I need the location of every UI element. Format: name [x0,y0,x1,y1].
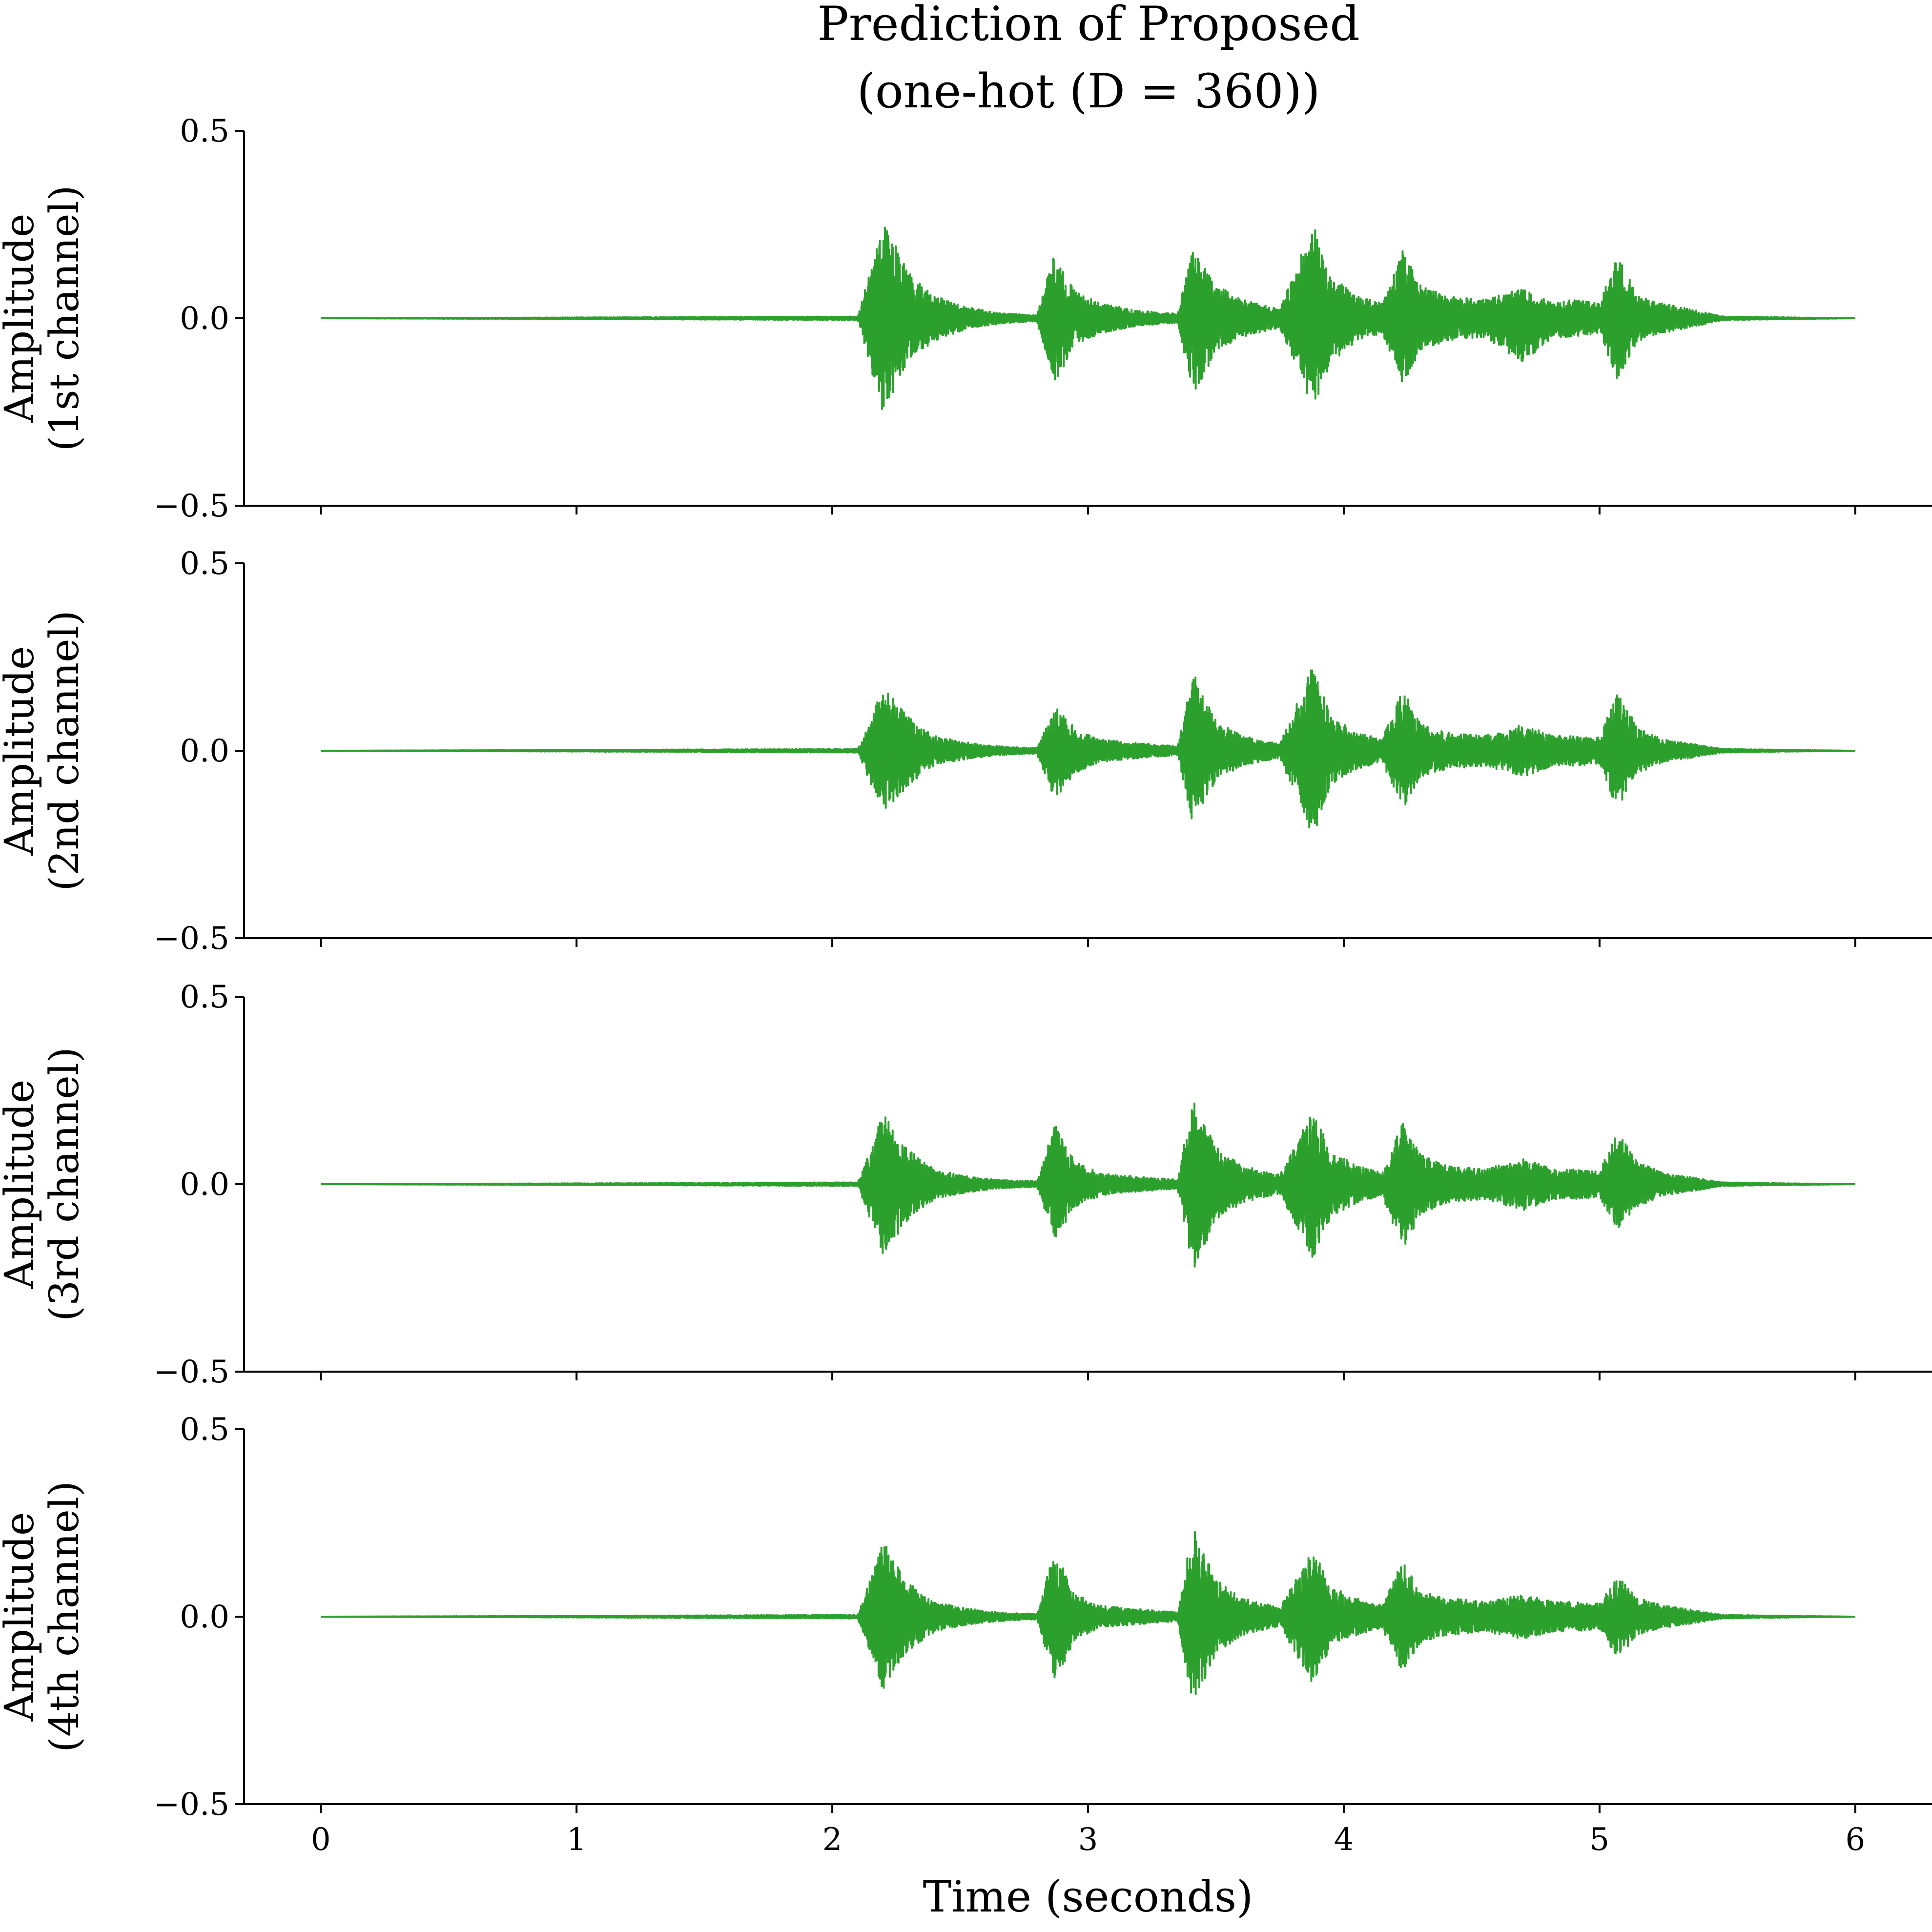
y-axis-label: Amplitude(4th channel) [0,1481,88,1752]
y-tick-label: −0.5 [154,921,229,957]
subplot-2: −0.5 0.0 0.5 Amplitude(2nd channel) [0,546,1932,957]
waveform-line [320,1531,1856,1695]
y-axis-label-line1: Amplitude [0,646,43,856]
y-axis-label-line2: (1st channel) [41,185,88,451]
y-tick-label: 0.5 [180,1412,229,1448]
x-tick-label: 3 [1078,1822,1098,1858]
x-axis-label: Time (seconds) [923,1871,1254,1922]
y-axis-label-line1: Amplitude [0,1512,43,1722]
x-tick-label: 2 [822,1822,843,1858]
y-axis-label-line2: (3rd channel) [41,1047,88,1321]
y-tick-label: 0.5 [180,113,229,149]
figure-title-line2: (one-hot (D = 360)) [857,64,1320,119]
y-tick-label: −0.5 [154,488,229,524]
figure-title-line1: Prediction of Proposed [817,0,1360,51]
y-axis-label-line1: Amplitude [0,1080,43,1290]
y-tick-label: 0.0 [180,1599,229,1635]
x-tick-label: 5 [1590,1822,1610,1858]
y-axis-label: Amplitude(1st channel) [0,185,88,451]
y-axis-label: Amplitude(3rd channel) [0,1047,88,1321]
subplot-1: −0.5 0.0 0.5 Amplitude(1st channel) [0,113,1932,524]
y-tick-label: 0.5 [180,979,229,1015]
x-tick-label: 1 [567,1822,587,1858]
y-axis-label: Amplitude(2nd channel) [0,610,88,891]
waveform-line [320,669,1856,829]
x-tick-label: 4 [1334,1822,1354,1858]
y-tick-label: 0.0 [180,733,229,769]
x-tick-label: 6 [1845,1822,1865,1858]
y-axis-label-line1: Amplitude [0,214,43,424]
y-tick-label: 0.0 [180,301,229,337]
y-tick-label: −0.5 [154,1354,229,1390]
subplot-4: −0.5 0.0 0.5 0 1 2 3 4 5 6 Amplitude(4th channel) T… [0,1412,1932,1922]
y-tick-label: 0.0 [180,1167,229,1203]
y-tick-label: −0.5 [154,1787,229,1823]
waveform-line [320,1102,1856,1268]
y-axis-label-line2: (2nd channel) [41,610,88,891]
waveform-line [320,226,1856,410]
y-axis-label-line2: (4th channel) [41,1481,88,1752]
x-tick-label: 0 [311,1822,331,1858]
subplot-3: −0.5 0.0 0.5 Amplitude(3rd channel) [0,979,1932,1390]
y-tick-label: 0.5 [180,546,229,582]
